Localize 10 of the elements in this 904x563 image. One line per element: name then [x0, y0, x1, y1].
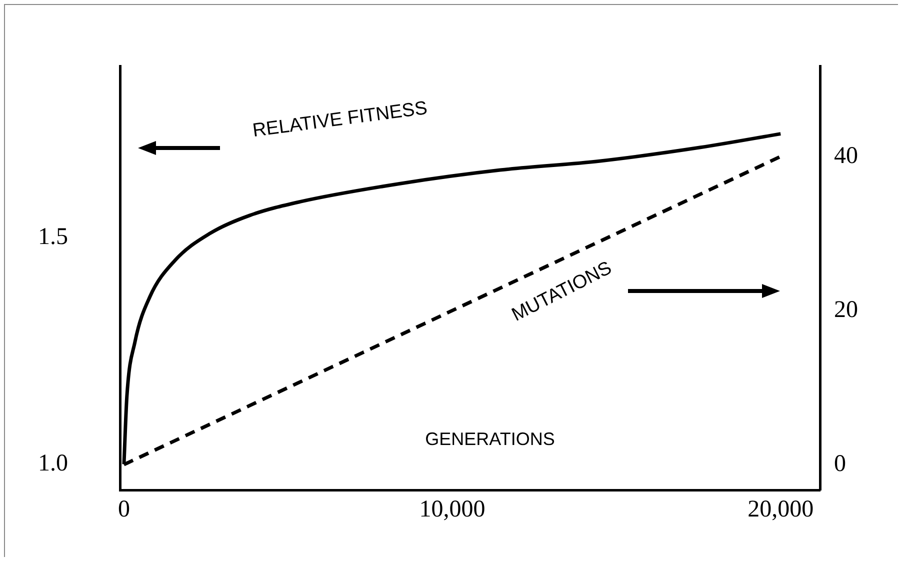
y-tick-label: 1.0	[38, 450, 68, 476]
x-tick-label: 10,000	[419, 496, 486, 523]
x-axis-title: GENERATIONS	[425, 428, 555, 449]
x-tick-label: 0	[118, 496, 130, 523]
y2-tick-label: 20	[834, 296, 858, 323]
y2-tick-label: 0	[834, 450, 846, 477]
text: RELATIVE FITNESS	[251, 98, 429, 142]
x-tick-label: 20,000	[748, 496, 814, 523]
y2-tick-label: 40	[834, 142, 858, 169]
y-tick-label: 1.5	[38, 224, 68, 250]
